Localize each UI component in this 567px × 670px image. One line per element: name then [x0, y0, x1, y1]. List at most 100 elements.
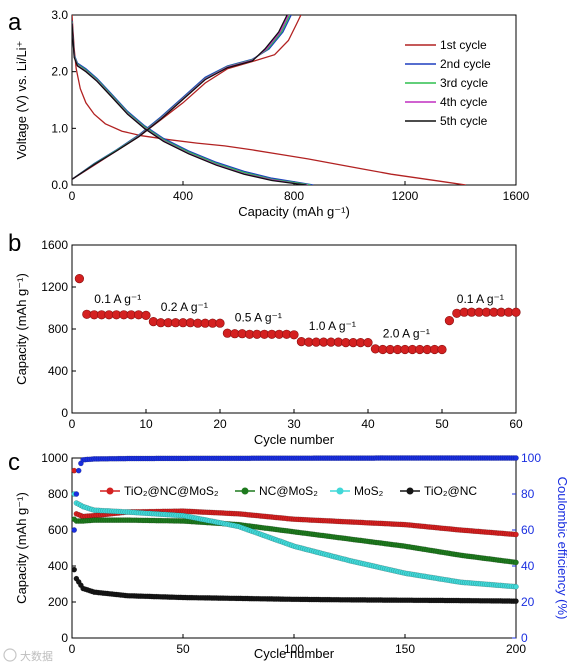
series-line-3-discharge [72, 21, 311, 185]
chart-b-xtick-label: 20 [213, 417, 227, 431]
chart-b-ytick-label: 800 [48, 322, 68, 336]
chart-b-ytick-label: 400 [48, 364, 68, 378]
chart-a-ytick-label: 2.0 [51, 65, 68, 79]
chart-c-xtick-label: 150 [395, 642, 415, 656]
series-line-1-discharge [72, 15, 467, 185]
data-point [511, 307, 521, 317]
series-2 [71, 516, 519, 566]
chart-a: 0 400 800 1200 1600 0.0 1.0 2.0 3.0 Capacity (mA… [14, 8, 530, 219]
chart-c-points [71, 455, 519, 604]
chart-c-ylabel: Capacity (mAh g⁻¹) [14, 492, 29, 604]
chart-b-xtick-label: 60 [509, 417, 523, 431]
chart-b-xtick-label: 0 [69, 417, 76, 431]
chart-c-xtick-label: 100 [284, 642, 304, 656]
legend-marker-4 [406, 487, 414, 495]
chart-b-points [74, 274, 521, 355]
legend-label-1: 1st cycle [440, 38, 487, 52]
series-1 [71, 467, 519, 538]
chart-c-xtick-label: 0 [69, 642, 76, 656]
data-point [513, 455, 519, 461]
chart-a-ylabel: Voltage (V) vs. Li/Li⁺ [14, 41, 29, 160]
chart-b-xtick-label: 30 [287, 417, 301, 431]
series-line-5-charge [72, 15, 288, 180]
chart-a-xlabel: Capacity (mAh g⁻¹) [238, 204, 350, 219]
chart-c: 0 50 100 150 2000200400600800100002040608010… [14, 451, 567, 661]
chart-a-ticks: 0 400 800 1200 1600 0.0 1.0 2.0 3.0 [51, 8, 529, 203]
chart-b: 0 10 20 30 40 50 60 0 400 800 1200 1600 0.1 A g⁻¹ 0.… [14, 238, 523, 447]
series-5 [71, 455, 519, 533]
chart-a-ytick-label: 1.0 [51, 121, 68, 135]
chart-b-ytick-label: 0 [61, 406, 68, 420]
chart-a-xtick-label: 1200 [392, 189, 419, 203]
panel-letter-b: b [8, 230, 21, 257]
chart-c-ytick-label: 800 [48, 487, 68, 501]
data-point [513, 531, 519, 538]
data-point [363, 338, 373, 348]
rate-label-5: 2.0 A g⁻¹ [383, 326, 430, 340]
watermark-logo [3, 648, 17, 662]
chart-b-xtick-label: 40 [361, 417, 375, 431]
chart-b-xlabel: Cycle number [254, 432, 335, 447]
data-point [437, 344, 447, 355]
legend-label-2: 2nd cycle [440, 57, 491, 71]
chart-a-xtick-label: 1600 [503, 189, 530, 203]
chart-a-lines [72, 15, 467, 185]
chart-c-xtick-label: 50 [176, 642, 190, 656]
series-line-4-discharge [72, 22, 308, 185]
panel-letter-c: c [8, 449, 20, 476]
series-line-5-discharge [72, 23, 307, 185]
chart-b-xtick-label: 50 [435, 417, 449, 431]
chart-b-ytick-label: 1600 [41, 238, 68, 252]
chart-a-xtick-label: 0 [69, 189, 76, 203]
chart-a-ytick-label: 3.0 [51, 8, 68, 22]
data-point [513, 559, 519, 566]
chart-c-xtick-label: 200 [506, 642, 526, 656]
chart-c-y2tick-label: 60 [521, 523, 535, 537]
data-point [141, 310, 151, 321]
series-line-4-charge [72, 15, 289, 180]
chart-c-y2tick-label: 100 [521, 451, 541, 465]
chart-c-ticks: 0 50 100 150 2000200400600800100002040608010… [41, 451, 541, 656]
legend-label-2: NC@MoS₂ [259, 484, 318, 498]
chart-b-ticks: 0 10 20 30 40 50 60 0 400 800 1200 1600 [41, 238, 523, 431]
series-line-2-charge [72, 15, 292, 180]
watermark: 大数据 [3, 648, 53, 663]
legend-label-3: MoS₂ [354, 484, 384, 498]
rate-label-6: 0.1 A g⁻¹ [457, 292, 504, 306]
series-line-2-discharge [72, 20, 314, 185]
chart-c-y2label: Coulombic efficiency (%) [555, 477, 567, 620]
chart-b-annotations: 0.1 A g⁻¹ 0.2 A g⁻¹ 0.5 A g⁻¹ 1.0 A g⁻¹ 2.0 … [94, 292, 504, 341]
chart-c-ytick-label: 0 [61, 631, 68, 645]
legend-marker-2 [241, 487, 249, 495]
chart-a-legend: 1st cycle 2nd cycle 3rd cycle 4th cycle 5th … [405, 38, 491, 128]
rate-label-2: 0.2 A g⁻¹ [161, 300, 208, 314]
rate-label-1: 0.1 A g⁻¹ [94, 292, 141, 306]
data-point [289, 330, 299, 340]
data-point [71, 566, 77, 573]
series-4 [71, 566, 519, 604]
legend-label-3: 3rd cycle [440, 76, 488, 90]
chart-b-xtick-label: 10 [139, 417, 153, 431]
chart-c-y2tick-label: 40 [521, 559, 535, 573]
data-point [74, 274, 84, 284]
data-point [513, 598, 519, 604]
data-point [71, 527, 77, 533]
rate-label-4: 1.0 A g⁻¹ [309, 319, 356, 333]
data-point [444, 316, 455, 326]
chart-b-ytick-label: 1200 [41, 280, 68, 294]
chart-c-legend: TiO₂@NC@MoS₂ NC@MoS₂ MoS₂ TiO₂@NC [100, 484, 477, 498]
chart-a-xtick-label: 400 [173, 189, 193, 203]
data-point [513, 583, 519, 590]
chart-b-frame [71, 244, 517, 414]
chart-c-ytick-label: 200 [48, 595, 68, 609]
chart-c-ytick-label: 600 [48, 523, 68, 537]
legend-label-5: 5th cycle [440, 114, 488, 128]
legend-label-4: TiO₂@NC [424, 484, 477, 498]
chart-b-ylabel: Capacity (mAh g⁻¹) [14, 273, 29, 385]
chart-a-ytick-label: 0.0 [51, 178, 68, 192]
chart-c-y2tick-label: 80 [521, 487, 535, 501]
watermark-text: 大数据 [20, 649, 53, 663]
legend-label-1: TiO₂@NC@MoS₂ [124, 484, 219, 498]
chart-c-xlabel: Cycle number [254, 646, 335, 661]
